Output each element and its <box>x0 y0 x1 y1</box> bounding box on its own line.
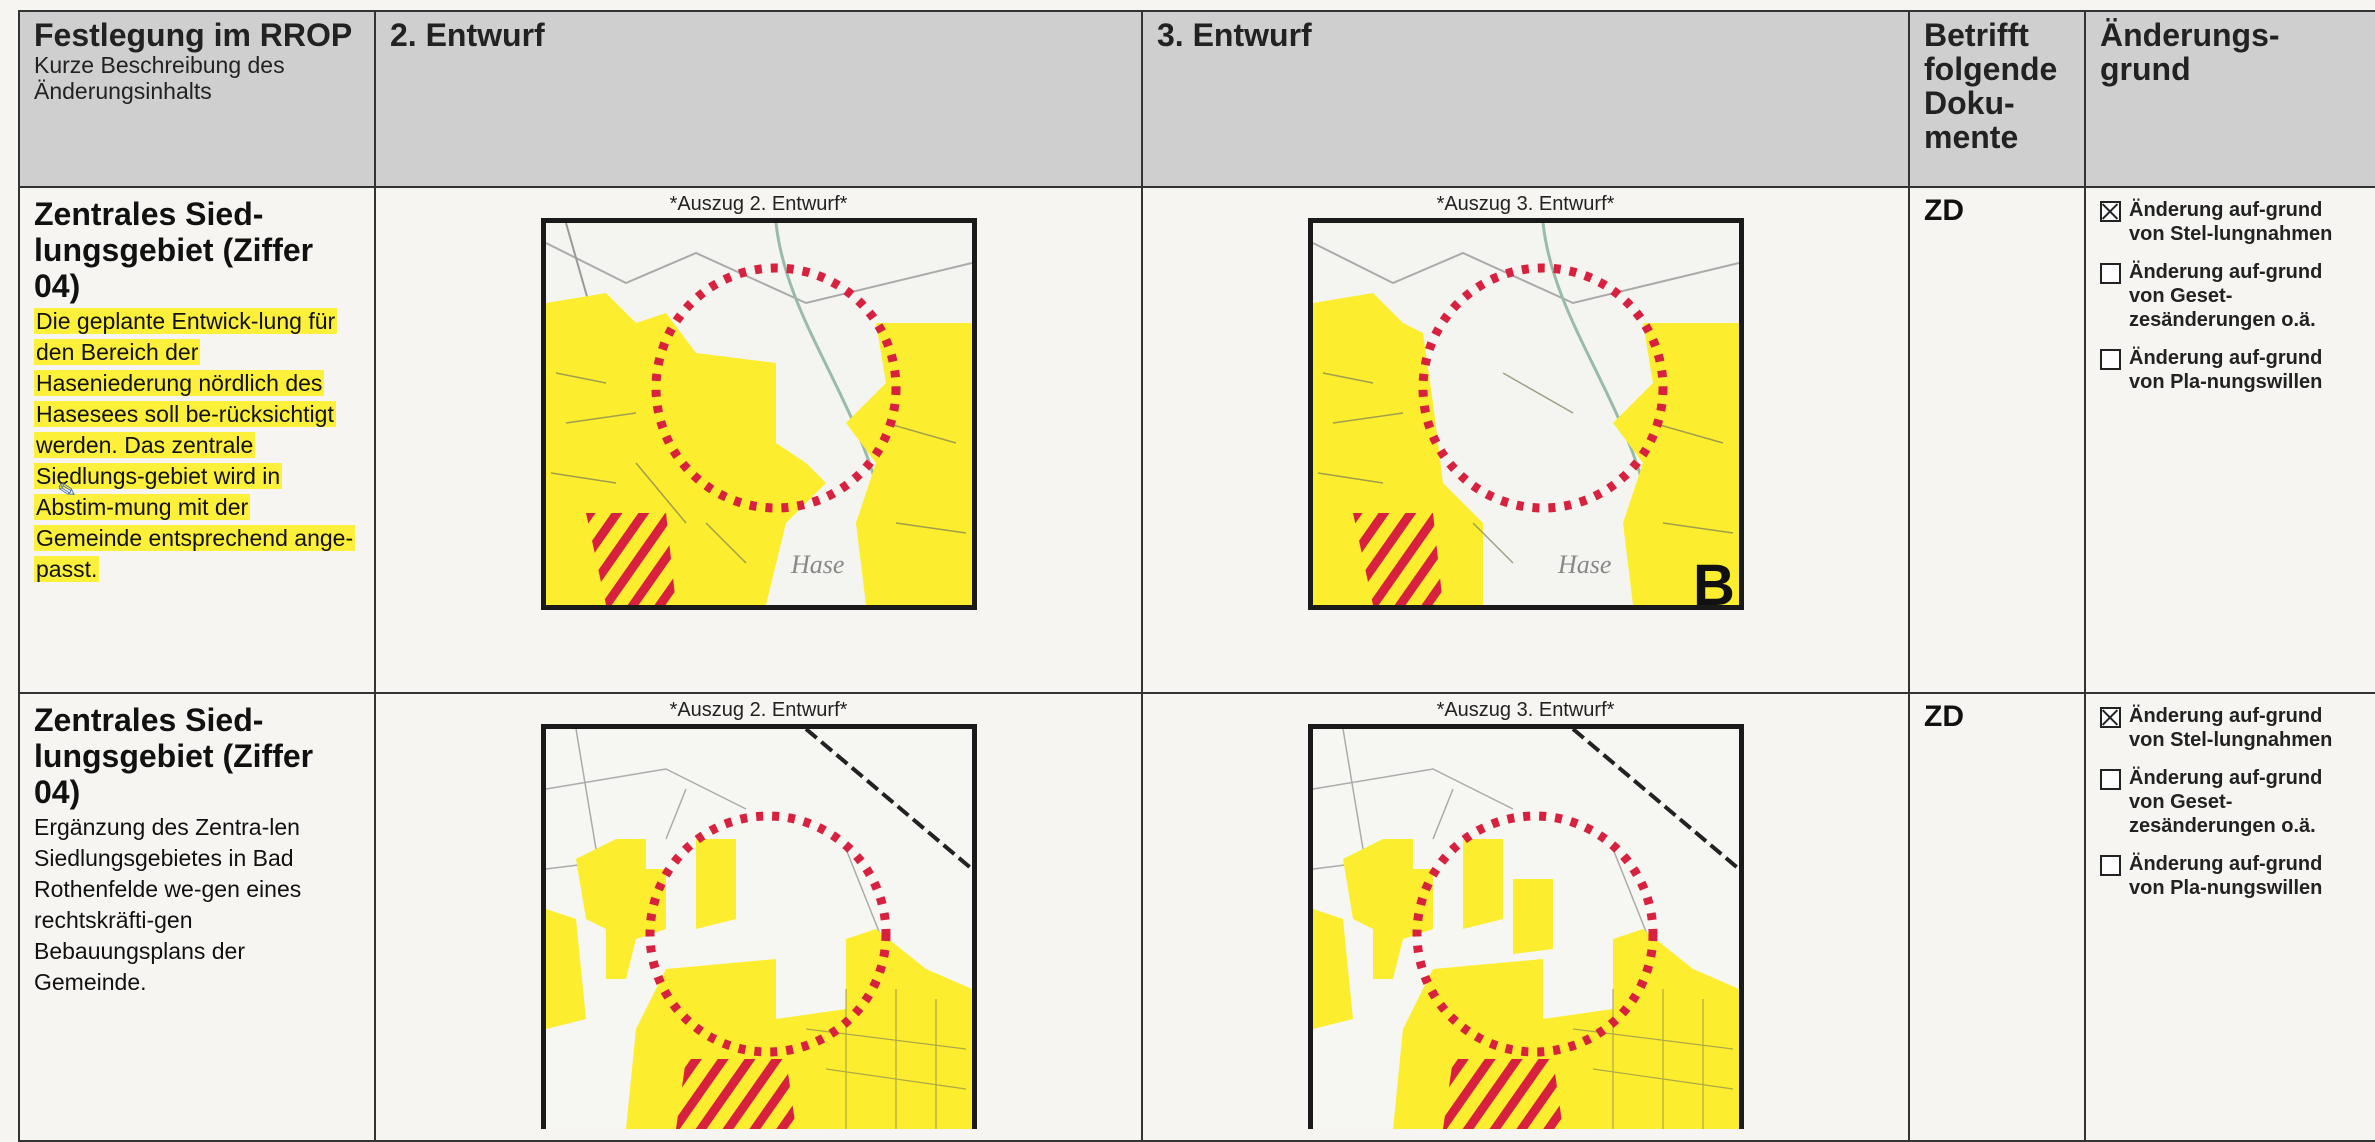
table-row: Zentrales Sied-lungsgebiet (Ziffer 04) D… <box>18 186 2375 694</box>
reason-item[interactable]: Änderung auf-grund von Pla-nungswillen <box>2100 852 2361 900</box>
documents-cell: ZD <box>1908 186 2086 694</box>
row-title: Zentrales Sied-lungsgebiet (Ziffer 04) <box>34 702 314 810</box>
map-graphic: Hase <box>545 223 972 605</box>
header-2-entwurf: 2. Entwurf <box>374 10 1143 188</box>
checkbox-empty-icon[interactable] <box>2100 769 2121 790</box>
festlegung-cell: Zentrales Sied-lungsgebiet (Ziffer 04) D… <box>18 186 376 694</box>
header-aenderungsgrund: Änderungs-grund <box>2084 10 2375 188</box>
reason-item[interactable]: Änderung auf-grund von Stel-lungnahmen <box>2100 198 2361 246</box>
map-cell-2-entwurf: *Auszug 2. Entwurf* <box>374 186 1143 694</box>
reason-label: Änderung auf-grund von Stel-lungnahmen <box>2129 705 2333 751</box>
map-excerpt <box>540 724 977 1129</box>
highlighted-description: Die geplante Entwick-lung für den Bereic… <box>34 308 356 582</box>
reasons-cell: Änderung auf-grund von Stel-lungnahmen Ä… <box>2084 692 2375 1142</box>
table-row: Zentrales Sied-lungsgebiet (Ziffer 04) E… <box>18 692 2375 1142</box>
map-label-hase: Hase <box>790 550 844 579</box>
header-festlegung-subtitle: Kurze Beschreibung des Änderungsinhalts <box>34 52 285 104</box>
reason-label: Änderung auf-grund von Pla-nungswillen <box>2129 347 2323 393</box>
documents-value: ZD <box>1924 194 1964 227</box>
header-dokumente: Betrifft folgende Doku-mente <box>1908 10 2086 188</box>
map-cell-3-entwurf: *Auszug 3. Entwurf* <box>1141 692 1910 1142</box>
map-caption: *Auszug 2. Entwurf* <box>669 699 848 721</box>
checkbox-empty-icon[interactable] <box>2100 263 2121 284</box>
table-header-row: Festlegung im RROP Kurze Beschreibung de… <box>18 10 2375 188</box>
map-cell-2-entwurf: *Auszug 2. Entwurf* <box>374 692 1143 1142</box>
row-description: Ergänzung des Zentra-len Siedlungsgebiet… <box>34 814 302 995</box>
reason-item[interactable]: Änderung auf-grund von Pla-nungswillen <box>2100 346 2361 394</box>
map-caption: *Auszug 3. Entwurf* <box>1436 193 1615 215</box>
map-graphic <box>1312 729 1739 1129</box>
checkbox-empty-icon[interactable] <box>2100 855 2121 876</box>
row-title: Zentrales Sied-lungsgebiet (Ziffer 04) <box>34 196 314 304</box>
festlegung-cell: Zentrales Sied-lungsgebiet (Ziffer 04) E… <box>18 692 376 1142</box>
checkbox-checked-icon[interactable] <box>2100 201 2121 222</box>
reason-label: Änderung auf-grund von Stel-lungnahmen <box>2129 199 2333 245</box>
map-excerpt <box>1307 724 1744 1129</box>
reason-label: Änderung auf-grund von Pla-nungswillen <box>2129 853 2323 899</box>
reason-item[interactable]: Änderung auf-grund von Geset-zesänderung… <box>2100 260 2361 332</box>
header-festlegung-title: Festlegung im RROP <box>34 17 353 53</box>
reason-label: Änderung auf-grund von Geset-zesänderung… <box>2129 261 2323 331</box>
map-label-b: B <box>1693 553 1735 605</box>
documents-cell: ZD <box>1908 692 2086 1142</box>
row-description: Die geplante Entwick-lung für den Bereic… <box>34 306 360 585</box>
map-graphic <box>545 729 972 1129</box>
reason-item[interactable]: Änderung auf-grund von Stel-lungnahmen <box>2100 704 2361 752</box>
checkbox-checked-icon[interactable] <box>2100 707 2121 728</box>
map-graphic: Hase B <box>1312 223 1739 605</box>
documents-value: ZD <box>1924 700 1964 733</box>
header-3-entwurf: 3. Entwurf <box>1141 10 1910 188</box>
reason-label: Änderung auf-grund von Geset-zesänderung… <box>2129 767 2323 837</box>
map-caption: *Auszug 3. Entwurf* <box>1436 699 1615 721</box>
map-caption: *Auszug 2. Entwurf* <box>669 193 848 215</box>
map-excerpt: Hase B <box>1307 218 1744 610</box>
map-label-hase: Hase <box>1557 550 1611 579</box>
reason-item[interactable]: Änderung auf-grund von Geset-zesänderung… <box>2100 766 2361 838</box>
reasons-cell: Änderung auf-grund von Stel-lungnahmen Ä… <box>2084 186 2375 694</box>
map-cell-3-entwurf: *Auszug 3. Entwurf* <box>1141 186 1910 694</box>
rrop-change-table: Festlegung im RROP Kurze Beschreibung de… <box>18 10 2375 1142</box>
header-festlegung: Festlegung im RROP Kurze Beschreibung de… <box>18 10 376 188</box>
checkbox-empty-icon[interactable] <box>2100 349 2121 370</box>
map-excerpt: Hase <box>540 218 977 610</box>
